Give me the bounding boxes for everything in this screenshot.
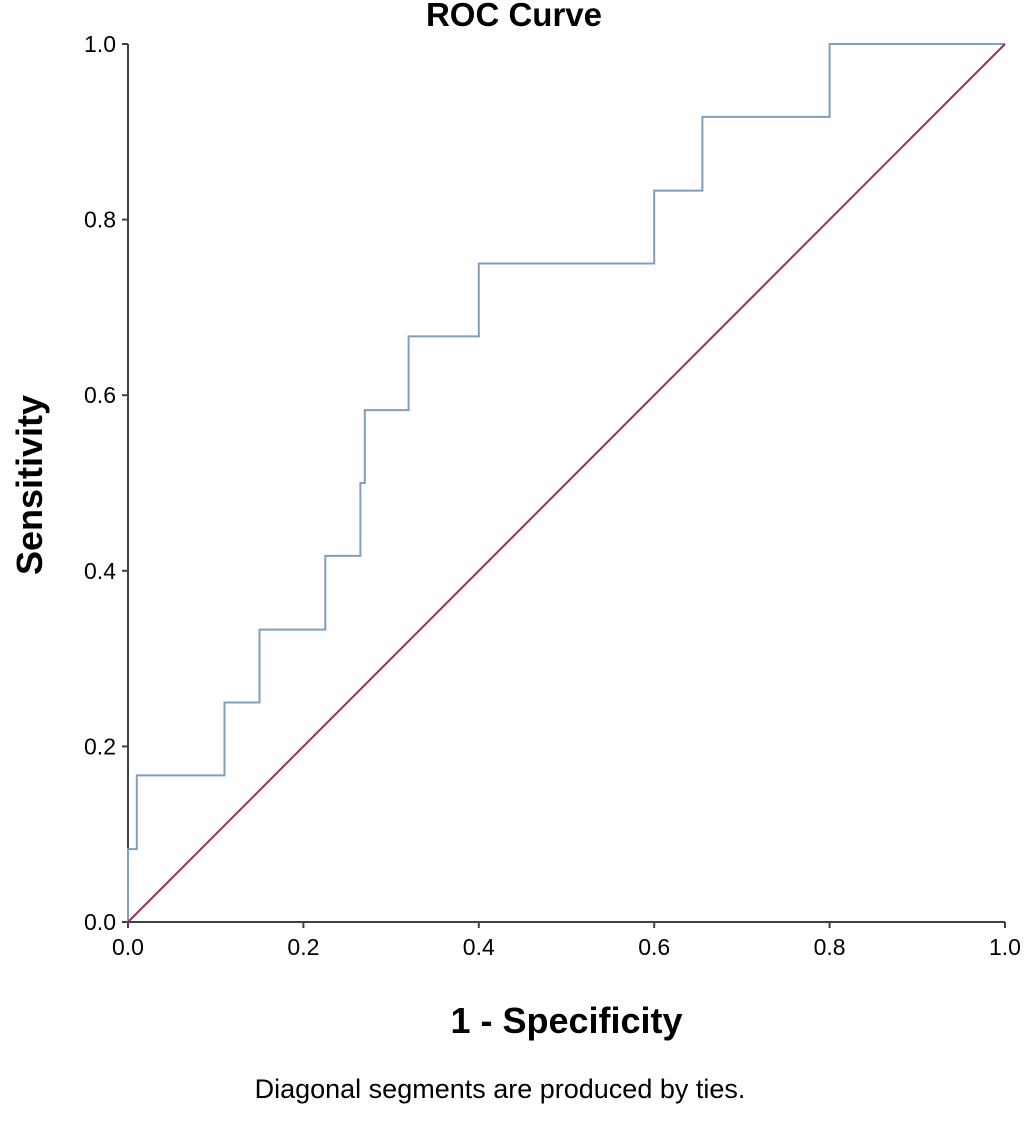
y-axis-label: Sensitivity (9, 394, 50, 576)
y-tick-label: 1.0 (84, 31, 116, 57)
x-tick-label: 0.6 (638, 934, 670, 960)
reference-diagonal-line (127, 43, 1006, 923)
y-tick-label: 0.4 (84, 558, 116, 584)
y-tick-label: 0.2 (84, 733, 116, 759)
x-tick-label: 0.2 (287, 934, 319, 960)
y-tick-label: 0.0 (84, 909, 116, 935)
x-tick-label: 0.4 (463, 934, 495, 960)
roc-curve-line (127, 43, 1005, 922)
x-tick-label: 0.8 (814, 934, 846, 960)
x-axis-label: 1 - Specificity (450, 1000, 683, 1041)
chart-footnote: Diagonal segments are produced by ties. (254, 1074, 746, 1104)
y-tick-label: 0.8 (84, 207, 116, 233)
x-tick-label: 1.0 (989, 934, 1021, 960)
chart-title: ROC Curve (425, 0, 603, 33)
x-tick-label: 0.0 (112, 934, 144, 960)
y-tick-label: 0.6 (84, 382, 116, 408)
